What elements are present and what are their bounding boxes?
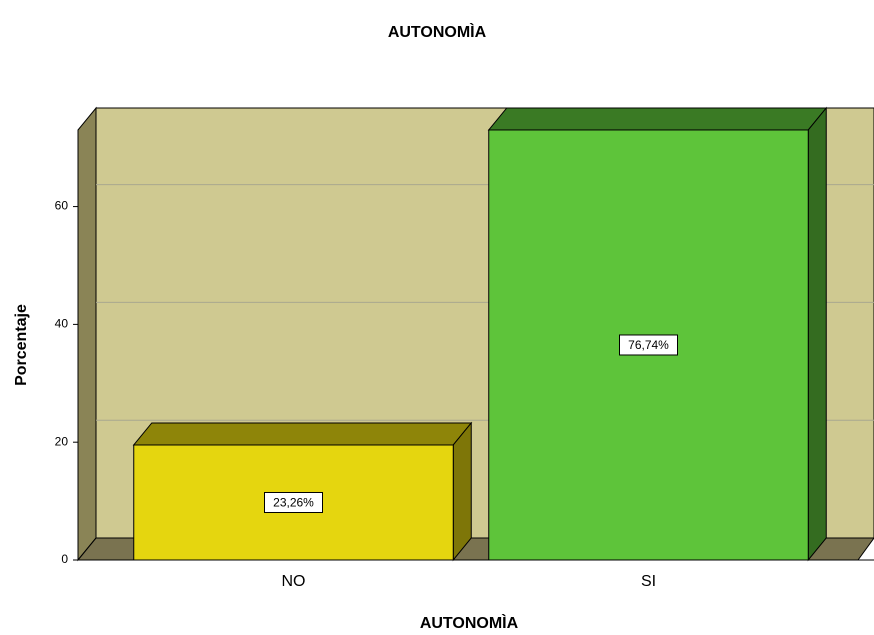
x-tick-label: SI	[641, 573, 656, 590]
y-tick-label: 0	[61, 552, 68, 566]
bar-top	[487, 107, 828, 131]
side-wall	[77, 106, 97, 562]
chart-title: AUTONOMÌA	[388, 22, 487, 41]
x-axis-label: AUTONOMÌA	[420, 613, 519, 632]
bar	[132, 421, 473, 562]
bar	[487, 106, 828, 562]
value-label-box	[619, 334, 678, 356]
value-label: 76,74%	[628, 338, 669, 352]
value-label: 23,26%	[273, 496, 314, 510]
bar-side	[452, 421, 472, 562]
bar-side	[807, 106, 827, 562]
y-axis-label: Porcentaje	[13, 304, 30, 386]
x-tick-label: NO	[282, 573, 306, 590]
y-tick-label: 40	[55, 317, 69, 331]
value-label-box	[264, 491, 323, 513]
y-tick-label: 20	[55, 434, 69, 448]
y-tick-label: 60	[55, 199, 69, 213]
bar-top	[132, 422, 473, 446]
